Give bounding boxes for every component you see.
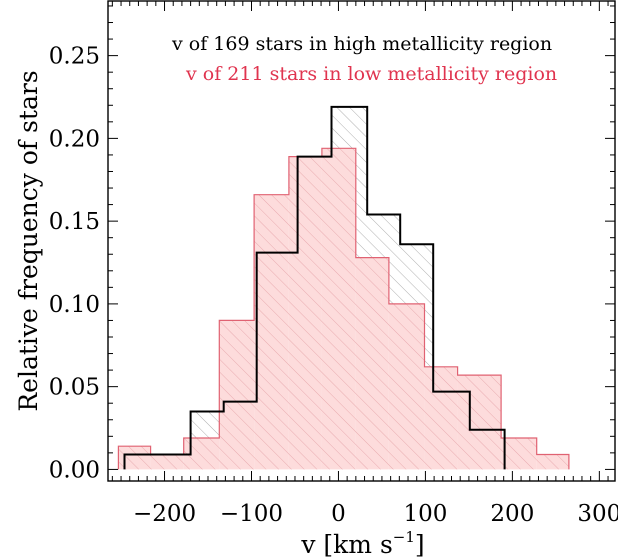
high-metallicity-outline <box>123 105 506 470</box>
y-tick-label: 0.00 <box>49 457 100 483</box>
x-axis-label: v [km s−1] <box>300 528 424 559</box>
y-tick-label: 0.15 <box>49 209 100 235</box>
low-metallicity-outline <box>117 147 570 470</box>
y-tick-label: 0.20 <box>49 126 100 152</box>
y-axis-label: Relative frequency of stars <box>14 70 43 411</box>
y-tick-label: 0.10 <box>49 292 100 318</box>
x-tick-label: −200 <box>133 501 196 527</box>
x-tick-label: 100 <box>403 501 447 527</box>
plot-frame <box>107 0 616 482</box>
x-axis-label-main: v [km s <box>300 530 392 559</box>
legend-entry-low: v of 211 stars in low metallicity region <box>185 63 557 85</box>
x-axis-label-exponent: −1 <box>393 528 415 546</box>
x-tick-label: 300 <box>577 501 618 527</box>
x-axis-label-tail: ] <box>415 530 425 559</box>
legend-entry-high: v of 169 stars in high metallicity regio… <box>171 33 552 55</box>
x-tick-label: 200 <box>490 501 534 527</box>
x-tick-label: −100 <box>220 501 283 527</box>
y-tick-label: 0.05 <box>49 375 100 401</box>
y-tick-label: 0.25 <box>49 44 100 70</box>
low-metallicity-hatch <box>118 148 569 470</box>
x-tick-label: 0 <box>331 501 346 527</box>
